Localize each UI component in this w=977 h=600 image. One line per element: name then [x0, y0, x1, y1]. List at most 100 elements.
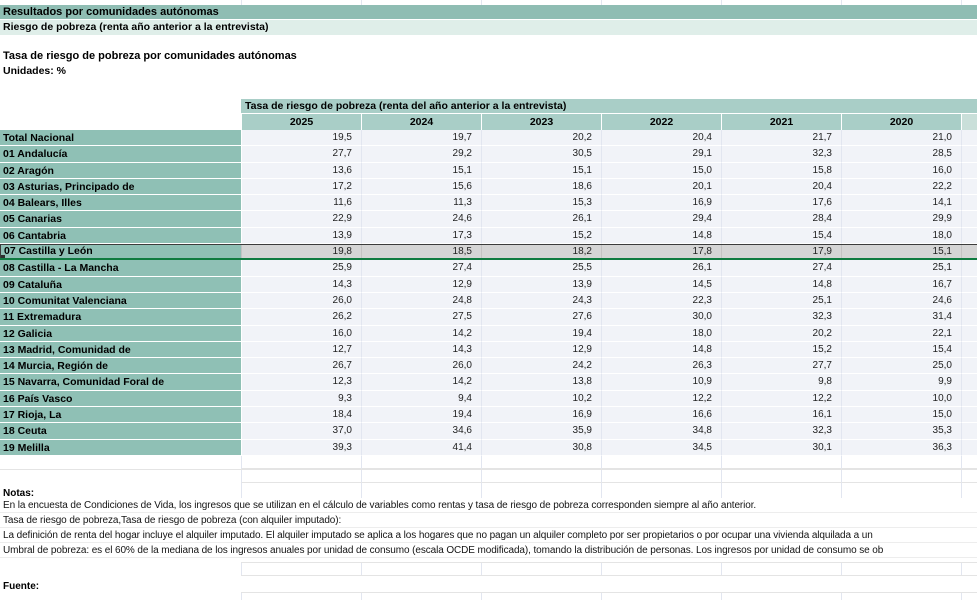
value-cell[interactable]: 14,2	[361, 374, 481, 391]
value-cell[interactable]: 32,3	[721, 309, 841, 326]
value-cell[interactable]: 9,4	[361, 390, 481, 408]
value-cell[interactable]: 19,7	[361, 130, 481, 147]
value-cell[interactable]: 17,6	[721, 195, 841, 212]
value-cell[interactable]: 9,8	[721, 374, 841, 391]
value-cell[interactable]: 28,5	[841, 146, 961, 163]
value-cell[interactable]: 16,0	[841, 162, 961, 179]
value-cell[interactable]: 32,3	[721, 146, 841, 163]
value-cell[interactable]: 21,0	[841, 130, 961, 147]
value-cell[interactable]: 16,9	[601, 195, 721, 212]
value-cell[interactable]: 22,3	[601, 292, 721, 310]
year-header-2021[interactable]: 2021	[721, 114, 841, 130]
value-cell[interactable]: 14,1	[841, 195, 961, 212]
row-label[interactable]: 15 Navarra, Comunidad Foral de	[0, 374, 241, 391]
value-cell[interactable]: 15,8	[721, 162, 841, 179]
value-cell[interactable]: 34,6	[361, 423, 481, 440]
value-cell[interactable]: 27,7	[241, 146, 361, 163]
value-cell[interactable]: 15,2	[481, 227, 601, 245]
value-cell[interactable]: 31,4	[841, 309, 961, 326]
value-cell[interactable]: 15,3	[481, 195, 601, 212]
value-cell[interactable]: 27,5	[361, 309, 481, 326]
value-cell[interactable]: 26,0	[361, 358, 481, 375]
value-cell[interactable]: 30,5	[481, 146, 601, 163]
value-cell[interactable]: 15,4	[721, 227, 841, 245]
value-cell[interactable]: 17,9	[721, 245, 841, 259]
value-cell[interactable]: 12,2	[721, 390, 841, 408]
value-cell[interactable]: 14,8	[601, 341, 721, 359]
value-cell[interactable]: 25,5	[481, 260, 601, 277]
value-cell[interactable]: 15,0	[841, 407, 961, 424]
row-label[interactable]: 07 Castilla y León	[0, 245, 241, 259]
row-label[interactable]: 12 Galicia	[0, 325, 241, 342]
value-cell[interactable]: 12,9	[361, 276, 481, 293]
value-cell[interactable]: 25,0	[841, 358, 961, 375]
value-cell[interactable]: 15,2	[721, 341, 841, 359]
value-cell[interactable]: 17,8	[601, 245, 721, 259]
value-cell[interactable]: 22,9	[241, 211, 361, 228]
value-cell[interactable]: 18,0	[841, 227, 961, 245]
value-cell[interactable]: 25,1	[721, 292, 841, 310]
value-cell[interactable]: 12,3	[241, 374, 361, 391]
row-label[interactable]: 11 Extremadura	[0, 309, 241, 326]
value-cell[interactable]: 12,7	[241, 341, 361, 359]
value-cell[interactable]: 13,9	[241, 227, 361, 245]
value-cell[interactable]: 25,1	[841, 260, 961, 277]
value-cell[interactable]: 21,7	[721, 130, 841, 147]
value-cell[interactable]: 11,3	[361, 195, 481, 212]
row-label[interactable]: 18 Ceuta	[0, 423, 241, 440]
value-cell[interactable]: 15,4	[841, 341, 961, 359]
value-cell[interactable]: 26,0	[241, 292, 361, 310]
value-cell[interactable]: 25,9	[241, 260, 361, 277]
value-cell[interactable]: 24,2	[481, 358, 601, 375]
row-label[interactable]: 03 Asturias, Principado de	[0, 178, 241, 196]
value-cell[interactable]: 24,3	[481, 292, 601, 310]
value-cell[interactable]: 28,4	[721, 211, 841, 228]
value-cell[interactable]: 13,9	[481, 276, 601, 293]
value-cell[interactable]: 18,0	[601, 325, 721, 342]
value-cell[interactable]: 17,2	[241, 178, 361, 196]
note-line[interactable]: La definición de renta del hogar incluye…	[0, 528, 977, 543]
value-cell[interactable]: 10,2	[481, 390, 601, 408]
row-label[interactable]: 02 Aragón	[0, 162, 241, 179]
value-cell[interactable]: 27,7	[721, 358, 841, 375]
value-cell[interactable]: 16,1	[721, 407, 841, 424]
value-cell[interactable]: 30,0	[601, 309, 721, 326]
year-header-2023[interactable]: 2023	[481, 114, 601, 130]
table-span-header[interactable]: Tasa de riesgo de pobreza (renta del año…	[241, 99, 977, 114]
value-cell[interactable]: 16,7	[841, 276, 961, 293]
value-cell[interactable]: 35,9	[481, 423, 601, 440]
value-cell[interactable]: 16,0	[241, 325, 361, 342]
value-cell[interactable]: 15,1	[481, 162, 601, 179]
value-cell[interactable]: 26,3	[601, 358, 721, 375]
value-cell[interactable]: 36,3	[841, 439, 961, 456]
value-cell[interactable]: 13,6	[241, 162, 361, 179]
value-cell[interactable]: 14,3	[361, 341, 481, 359]
value-cell[interactable]: 18,2	[481, 245, 601, 259]
value-cell[interactable]: 13,8	[481, 374, 601, 391]
value-cell[interactable]: 10,0	[841, 390, 961, 408]
value-cell[interactable]: 26,1	[601, 260, 721, 277]
value-cell[interactable]: 19,5	[241, 130, 361, 147]
value-cell[interactable]: 15,1	[841, 245, 961, 259]
value-cell[interactable]: 19,8	[241, 245, 361, 259]
value-cell[interactable]: 18,5	[361, 245, 481, 259]
row-label[interactable]: 06 Cantabria	[0, 227, 241, 245]
value-cell[interactable]: 26,2	[241, 309, 361, 326]
sheet-title-cell[interactable]: Resultados por comunidades autónomas	[0, 5, 977, 20]
value-cell[interactable]: 14,2	[361, 325, 481, 342]
row-label[interactable]: 08 Castilla - La Mancha	[0, 260, 241, 277]
value-cell[interactable]: 20,2	[481, 130, 601, 147]
value-cell[interactable]: 37,0	[241, 423, 361, 440]
value-cell[interactable]: 14,3	[241, 276, 361, 293]
value-cell[interactable]: 9,3	[241, 390, 361, 408]
value-cell[interactable]: 12,9	[481, 341, 601, 359]
value-cell[interactable]: 27,4	[361, 260, 481, 277]
value-cell[interactable]: 29,2	[361, 146, 481, 163]
selection-handle-icon[interactable]	[1, 255, 5, 259]
year-header-2022[interactable]: 2022	[601, 114, 721, 130]
value-cell[interactable]: 22,1	[841, 325, 961, 342]
value-cell[interactable]: 14,5	[601, 276, 721, 293]
value-cell[interactable]: 30,8	[481, 439, 601, 456]
value-cell[interactable]: 20,2	[721, 325, 841, 342]
note-line[interactable]: En la encuesta de Condiciones de Vida, l…	[0, 498, 977, 513]
